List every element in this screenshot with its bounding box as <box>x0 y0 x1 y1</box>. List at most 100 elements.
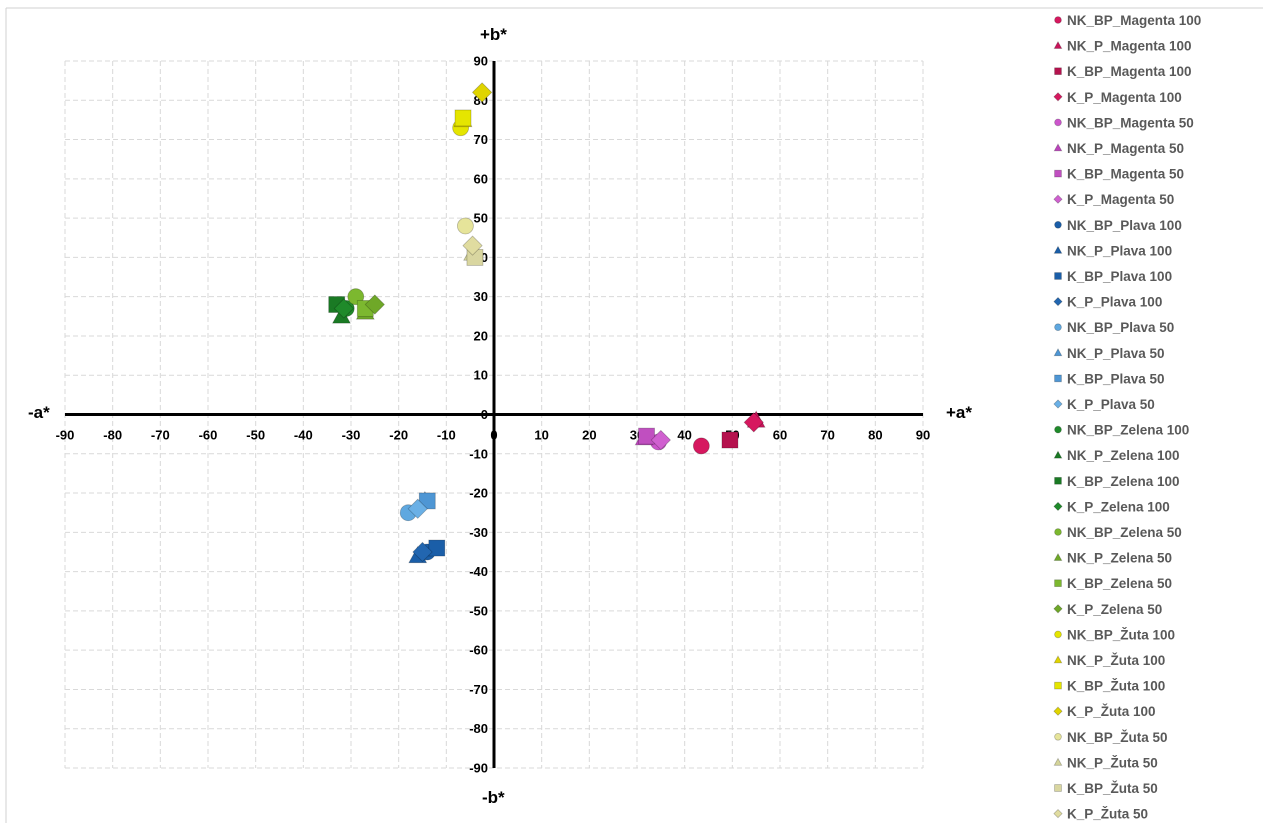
legend-item: K_BP_Zelena 50 <box>1054 576 1172 591</box>
legend-marker <box>1053 245 1063 254</box>
legend-marker <box>1054 118 1062 127</box>
data-point <box>333 298 355 319</box>
legend-marker <box>1054 784 1062 792</box>
legend-marker <box>1054 16 1062 24</box>
legend-marker <box>1054 528 1062 536</box>
legend-item: NK_P_Plava 50 <box>1053 346 1165 361</box>
x-tick-label: -50 <box>246 428 265 443</box>
legend-item: NK_BP_Magenta 100 <box>1054 13 1201 28</box>
legend-marker <box>1054 323 1062 332</box>
legend-marker <box>1053 604 1063 614</box>
legend-label: NK_P_Žuta 50 <box>1067 755 1158 770</box>
axis-label-x-neg: -a* <box>28 403 50 422</box>
legend-label: K_P_Zelena 100 <box>1067 499 1170 514</box>
legend-item: K_BP_Zelena 100 <box>1054 474 1180 489</box>
legend-item: K_P_Magenta 50 <box>1053 192 1174 207</box>
legend-item: K_BP_Plava 50 <box>1054 371 1165 386</box>
legend-item: K_BP_Magenta 100 <box>1054 64 1192 79</box>
data-point <box>456 217 474 235</box>
legend-label: NK_P_Zelena 100 <box>1067 448 1180 463</box>
legend-label: NK_P_Zelena 50 <box>1067 551 1172 566</box>
x-tick-label: -90 <box>56 428 75 443</box>
x-tick-label: -70 <box>151 428 170 443</box>
legend-item: NK_P_Zelena 50 <box>1053 551 1172 566</box>
legend-marker <box>1054 630 1062 639</box>
legend-marker <box>1053 808 1063 819</box>
legend-marker <box>1053 501 1063 512</box>
legend-marker <box>1053 450 1063 459</box>
axis-label-y-neg: -b* <box>482 788 505 807</box>
legend-item: NK_BP_Plava 50 <box>1054 320 1174 335</box>
legend-item: NK_P_Magenta 50 <box>1053 141 1184 156</box>
legend-marker <box>1054 425 1062 434</box>
y-tick-label: 0 <box>481 407 488 422</box>
legend-item: K_P_Plava 50 <box>1053 397 1155 412</box>
x-tick-label: -60 <box>199 428 218 443</box>
x-tick-label: 10 <box>534 428 548 443</box>
legend-marker <box>1053 348 1063 357</box>
data-point <box>743 412 764 433</box>
legend-item: K_P_Zelena 100 <box>1053 499 1170 514</box>
legend-marker <box>1053 194 1063 204</box>
y-tick-label: 90 <box>474 54 488 69</box>
legend-label: K_BP_Žuta 50 <box>1067 781 1158 796</box>
legend-item: K_P_Žuta 50 <box>1053 807 1148 822</box>
legend-item: K_P_Plava 100 <box>1053 295 1162 310</box>
legend-marker <box>1054 476 1062 485</box>
legend-marker <box>1054 374 1062 383</box>
legend-label: K_P_Plava 50 <box>1067 397 1155 412</box>
legend-marker <box>1054 272 1062 280</box>
legend-label: NK_BP_Plava 50 <box>1067 320 1174 335</box>
x-tick-label: -80 <box>103 428 122 443</box>
legend-item: NK_P_Magenta 100 <box>1053 39 1192 54</box>
legend-item: K_BP_Žuta 50 <box>1054 781 1158 796</box>
legend-label: NK_BP_Plava 100 <box>1067 218 1182 233</box>
data-point <box>454 109 472 127</box>
y-tick-label: -90 <box>469 761 488 776</box>
legend-item: NK_P_Plava 100 <box>1053 243 1172 258</box>
legend-item: NK_BP_Zelena 100 <box>1054 423 1189 438</box>
data-points <box>328 82 766 564</box>
x-tick-label: 0 <box>490 428 497 443</box>
legend-marker <box>1053 92 1063 102</box>
y-tick-label: 30 <box>474 289 488 304</box>
x-tick-label: 90 <box>916 428 930 443</box>
legend-label: K_P_Žuta 50 <box>1067 807 1148 822</box>
y-tick-label: -50 <box>469 603 488 618</box>
legend-label: K_BP_Plava 50 <box>1067 371 1165 386</box>
legend-label: NK_BP_Zelena 100 <box>1067 423 1189 438</box>
legend-marker <box>1053 296 1063 307</box>
legend-label: NK_BP_Žuta 100 <box>1067 627 1175 642</box>
y-tick-label: 60 <box>474 171 488 186</box>
x-tick-label: -30 <box>342 428 361 443</box>
y-tick-label: -60 <box>469 643 488 658</box>
legend-marker <box>1054 221 1062 229</box>
data-point <box>412 541 433 563</box>
legend-label: K_P_Zelena 50 <box>1067 602 1162 617</box>
y-tick-label: -30 <box>469 525 488 540</box>
data-point <box>428 539 446 557</box>
x-tick-label: 80 <box>868 428 882 443</box>
data-point <box>692 437 710 455</box>
legend-label: K_P_Magenta 100 <box>1067 90 1182 105</box>
y-tick-label: 10 <box>474 368 488 383</box>
legend-label: K_BP_Magenta 50 <box>1067 167 1184 182</box>
legend-label: NK_P_Magenta 50 <box>1067 141 1184 156</box>
legend-item: NK_P_Zelena 100 <box>1053 448 1180 463</box>
y-tick-label: -80 <box>469 721 488 736</box>
legend-item: NK_BP_Zelena 50 <box>1054 525 1182 540</box>
legend-marker <box>1054 579 1062 587</box>
x-tick-label: 70 <box>820 428 834 443</box>
data-point <box>721 431 739 449</box>
legend-item: K_BP_Plava 100 <box>1054 269 1172 284</box>
legend: NK_BP_Magenta 100 NK_P_Magenta 100 K_BP_Ma… <box>1053 13 1201 822</box>
legend-marker <box>1054 169 1062 178</box>
legend-label: NK_BP_Magenta 100 <box>1067 13 1201 28</box>
legend-marker <box>1054 732 1062 741</box>
legend-item: NK_P_Žuta 100 <box>1053 653 1165 668</box>
legend-label: NK_P_Žuta 100 <box>1067 653 1165 668</box>
legend-label: K_BP_Žuta 100 <box>1067 679 1165 694</box>
legend-label: K_BP_Zelena 50 <box>1067 576 1172 591</box>
x-tick-label: -40 <box>294 428 313 443</box>
x-tick-label: 20 <box>582 428 596 443</box>
